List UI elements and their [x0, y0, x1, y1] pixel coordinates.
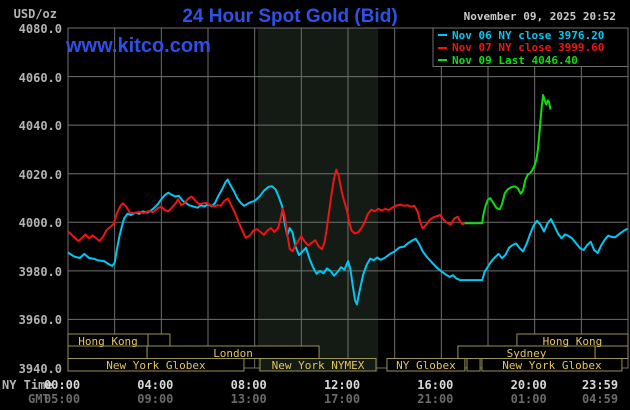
y-tick-label: 3960.0	[18, 313, 62, 328]
legend-item: Nov 06 NY close 3976.20	[438, 29, 626, 42]
kitco-watermark-link[interactable]: www.kitco.com	[66, 35, 211, 57]
series-line-nov-06-ny-close-3976.20	[67, 178, 628, 306]
x-tick-gmt: 13:00	[230, 392, 267, 406]
session-label: Sydney	[506, 346, 547, 360]
x-tick-ny-time: 04:00	[137, 378, 174, 392]
y-tick-label: 3980.0	[18, 264, 62, 279]
session-label: London	[213, 346, 253, 360]
y-tick-label: 4020.0	[18, 167, 62, 182]
session-label: New York NYMEX	[271, 359, 365, 372]
legend-line-marker-icon	[438, 59, 447, 62]
session-box	[466, 358, 481, 372]
session-box	[147, 333, 171, 347]
y-tick-label: 4040.0	[18, 119, 62, 134]
session-label: Hong Kong	[542, 334, 603, 348]
chart-title: 24 Hour Spot Gold (Bid)	[182, 6, 398, 27]
y-tick-label: 4060.0	[18, 70, 62, 85]
legend-box	[432, 27, 629, 67]
y-tick-label: 3940.0	[18, 362, 62, 376]
x-tick-gmt: 05:00	[43, 392, 81, 406]
x-axis-ny-time-label: NY Time	[2, 378, 53, 392]
x-tick-ny-time: 00:00	[43, 378, 81, 392]
legend-item: Nov 09 Last 4046.40	[438, 54, 626, 67]
x-tick-gmt: 17:00	[323, 392, 361, 406]
session-box	[594, 345, 629, 359]
series-line-nov-09-last-4046.40	[464, 94, 552, 225]
session-box	[259, 358, 377, 372]
x-tick-gmt: 09:00	[137, 392, 174, 406]
series-line-nov-07-ny-close-3999.60	[67, 168, 466, 253]
y-axis-unit-label: USD/oz	[13, 7, 57, 21]
legend-line-marker-icon	[438, 46, 447, 49]
session-label: Hong Kong	[78, 334, 138, 348]
x-tick-ny-time: 12:00	[323, 378, 361, 392]
x-tick-ny-time: 23:59	[581, 378, 619, 392]
legend-item: Nov 07 NY close 3999.60	[438, 41, 626, 55]
y-tick-label: 4080.0	[18, 22, 62, 36]
x-tick-gmt: 04:59	[581, 392, 619, 406]
session-box	[386, 358, 466, 372]
x-tick-ny-time: 16:00	[417, 378, 454, 392]
session-box	[481, 358, 623, 372]
session-label: New York Globex	[106, 359, 206, 372]
x-tick-ny-time: 20:00	[510, 378, 547, 392]
legend: Nov 06 NY close 3976.20 Nov 07 NY close 3…	[438, 29, 626, 67]
legend-line-marker-icon	[438, 34, 447, 37]
x-axis-gmt-label: GMT	[28, 392, 50, 406]
nymex-highlight-band	[257, 28, 379, 372]
x-tick-gmt: 01:00	[510, 392, 547, 406]
x-tick-gmt: 21:00	[417, 392, 454, 406]
chart-datetime: November 09, 2025 20:52	[463, 10, 616, 23]
session-box	[67, 345, 148, 359]
legend-item-label: Nov 07 NY close 3999.60	[452, 41, 605, 55]
session-label: NY Globex	[396, 359, 456, 372]
session-box	[67, 358, 245, 372]
x-tick-ny-time: 08:00	[230, 378, 267, 392]
legend-item-label: Nov 09 Last 4046.40	[452, 53, 578, 67]
legend-item-label: Nov 06 NY close 3976.20	[452, 28, 605, 42]
session-label: New York Globex	[502, 359, 602, 372]
y-tick-label: 4000.0	[18, 216, 62, 231]
